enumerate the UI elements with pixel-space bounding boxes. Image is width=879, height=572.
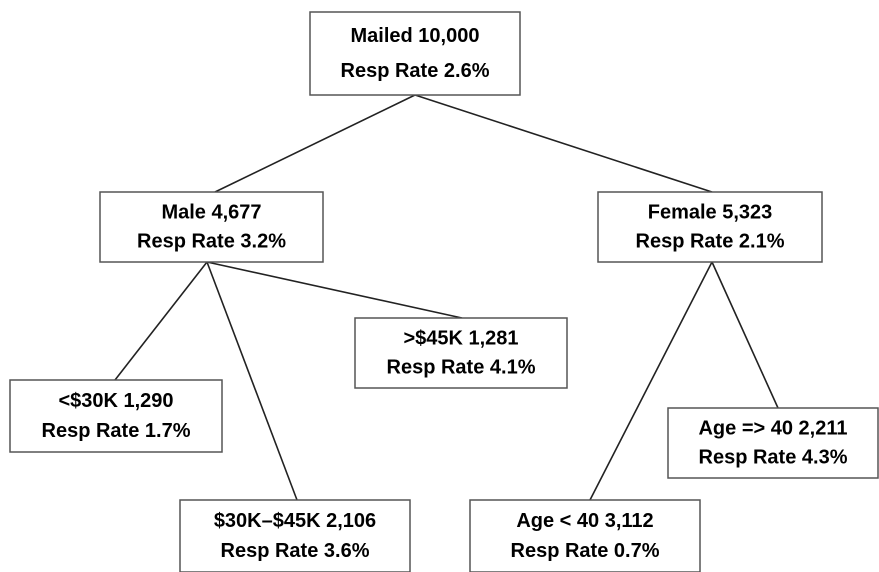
edge bbox=[214, 94, 416, 193]
node-box bbox=[667, 407, 879, 479]
node-label: <$30K 1,290 bbox=[58, 390, 173, 412]
node-label: >$45K 1,281 bbox=[403, 327, 518, 349]
node-rate: Resp Rate 0.7% bbox=[511, 540, 660, 562]
node-box bbox=[9, 379, 223, 453]
node-rate: Resp Rate 3.6% bbox=[221, 540, 370, 562]
node-rate: Resp Rate 2.1% bbox=[636, 231, 785, 253]
edge bbox=[414, 94, 713, 193]
node-box bbox=[354, 317, 568, 389]
node-box bbox=[179, 499, 411, 572]
node-rate: Resp Rate 4.1% bbox=[387, 357, 536, 379]
node-rate: Resp Rate 4.3% bbox=[699, 447, 848, 469]
edge bbox=[114, 261, 208, 381]
node-box bbox=[309, 11, 521, 96]
node-box bbox=[597, 191, 823, 263]
node-label: Age => 40 2,211 bbox=[698, 417, 847, 439]
edge bbox=[711, 261, 779, 409]
node-label: Mailed 10,000 bbox=[351, 25, 480, 47]
node-box bbox=[469, 499, 701, 572]
node-rate: Resp Rate 3.2% bbox=[137, 231, 286, 253]
node-label: Age < 40 3,112 bbox=[516, 510, 653, 532]
edge bbox=[206, 261, 463, 319]
node-box bbox=[99, 191, 324, 263]
node-label: Male 4,677 bbox=[161, 201, 261, 223]
node-rate: Resp Rate 1.7% bbox=[42, 420, 191, 442]
node-label: Female 5,323 bbox=[648, 201, 773, 223]
node-label: $30K–$45K 2,106 bbox=[214, 510, 376, 532]
edge bbox=[206, 261, 298, 501]
edge bbox=[589, 261, 713, 501]
node-rate: Resp Rate 2.6% bbox=[341, 60, 490, 82]
